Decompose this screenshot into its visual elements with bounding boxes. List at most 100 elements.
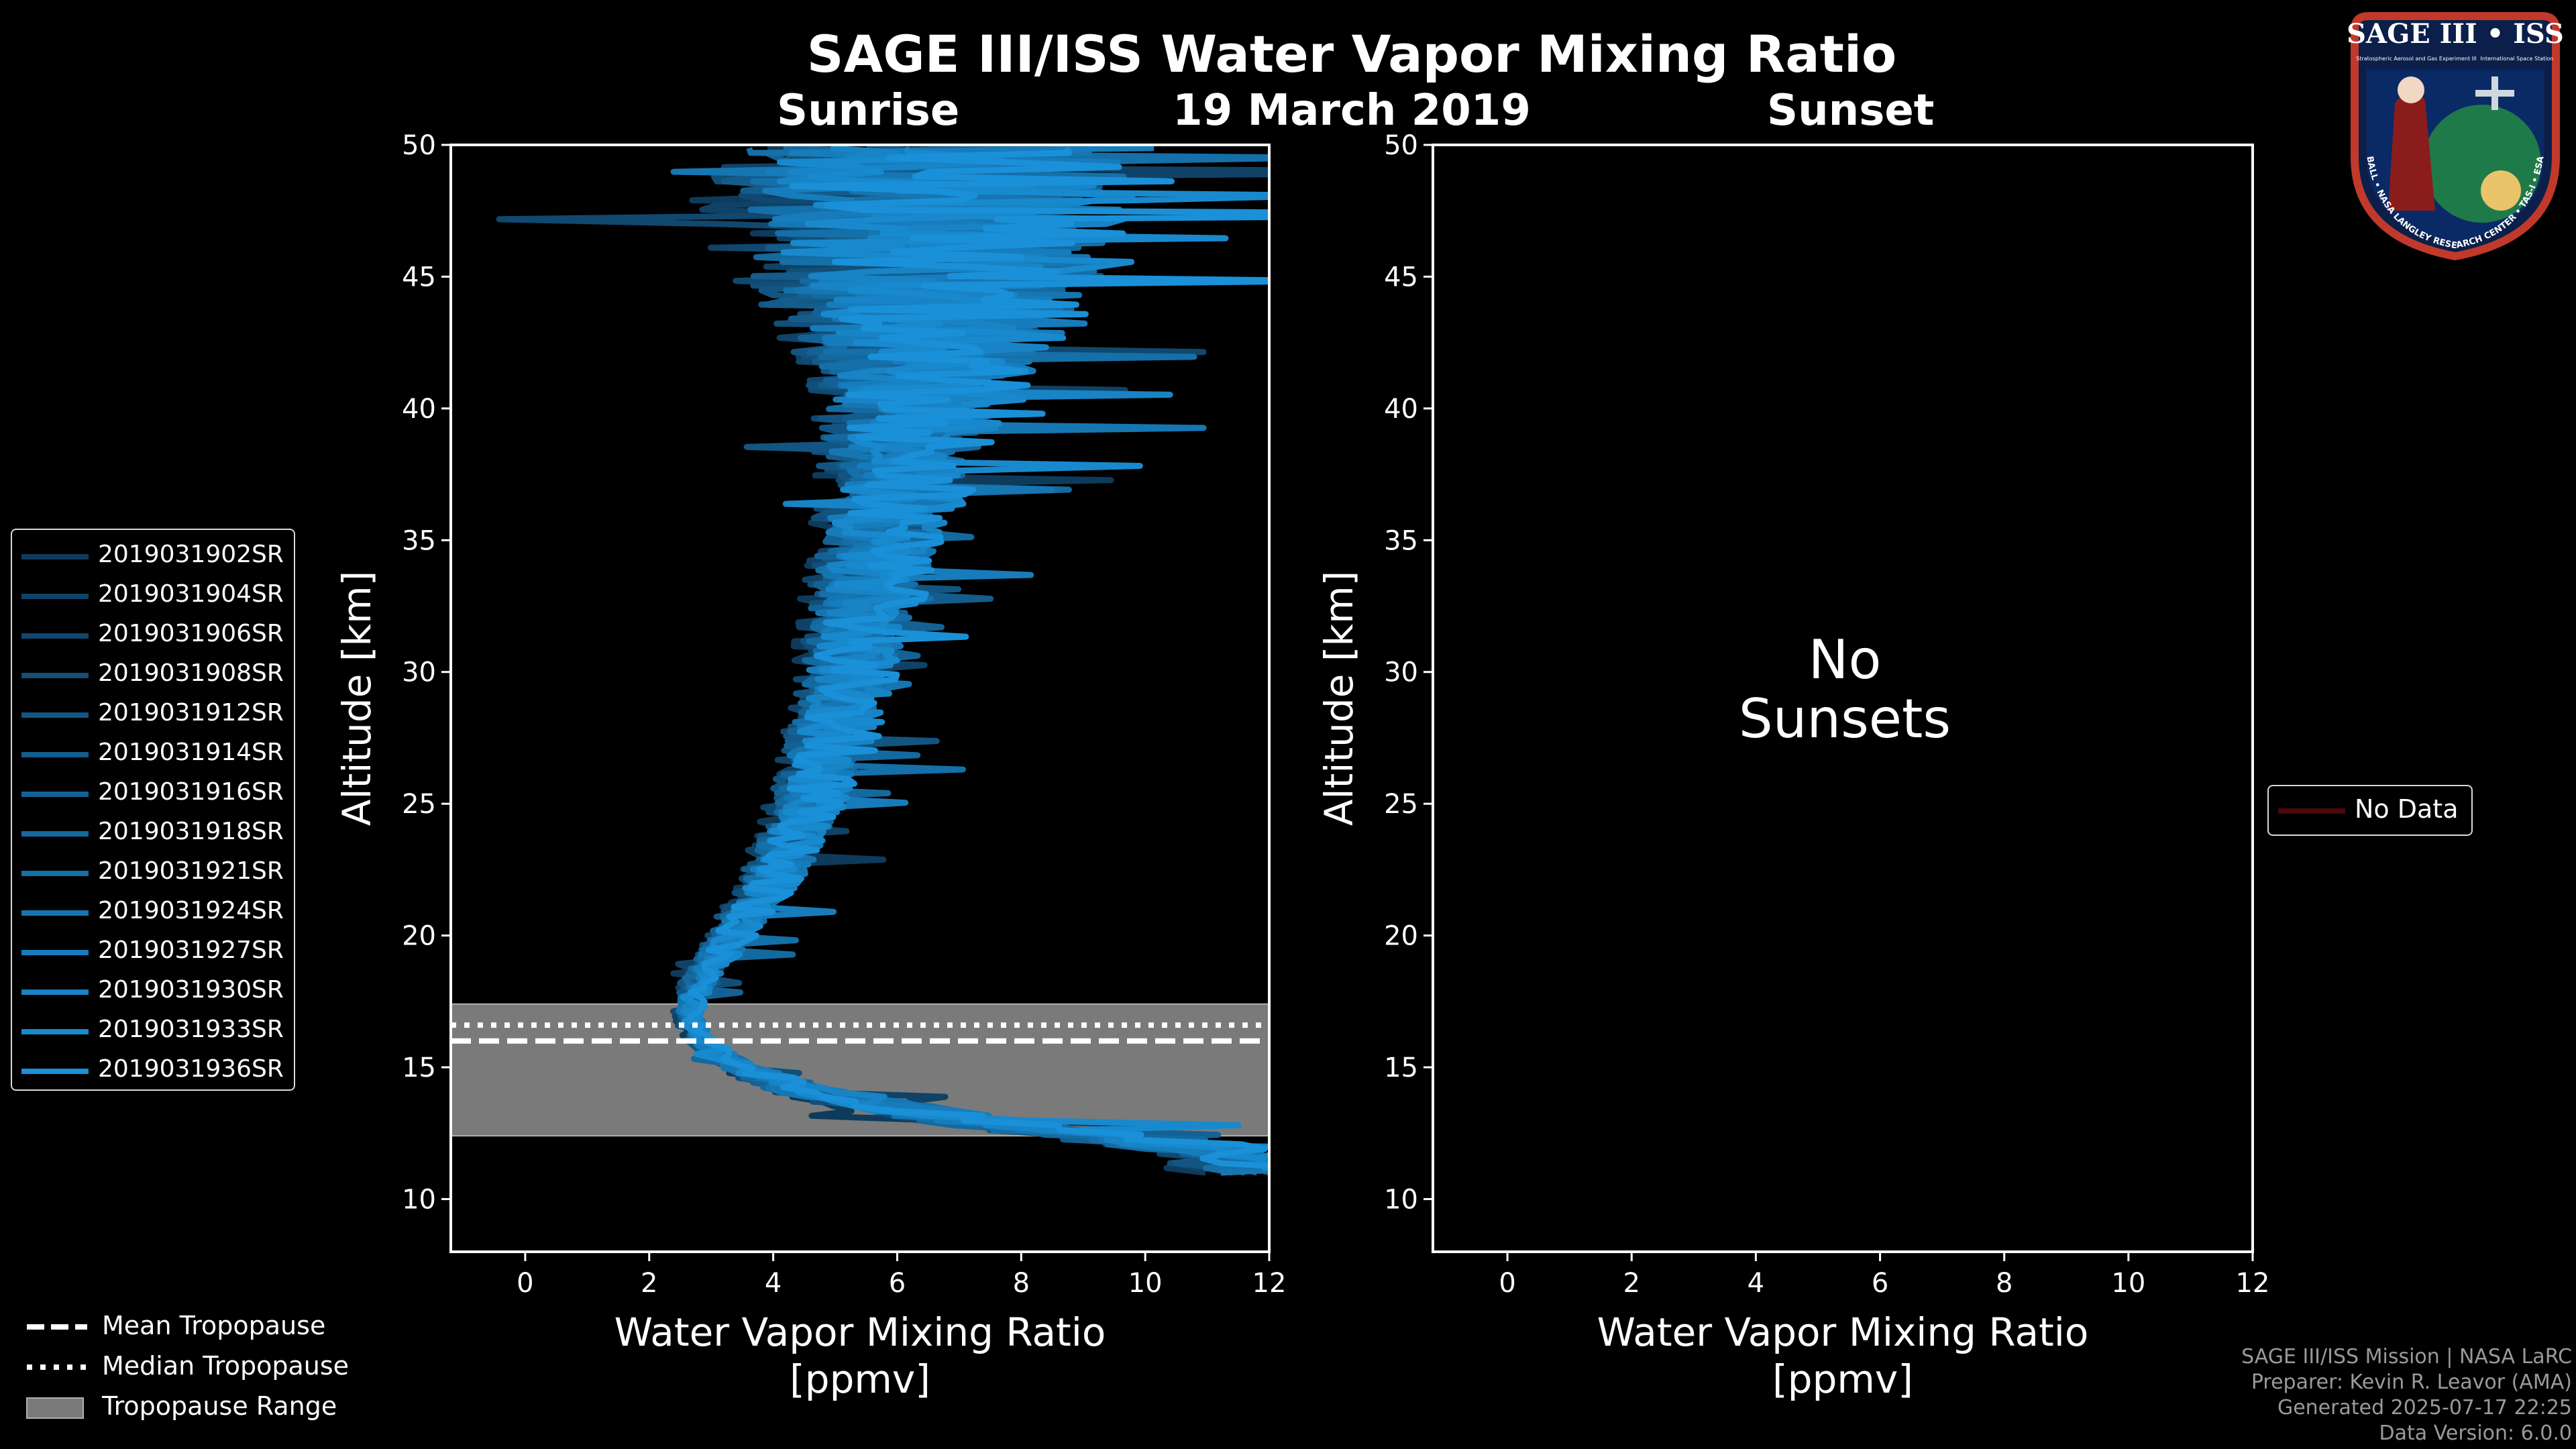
x-tick-label: 10 — [2111, 1268, 2145, 1299]
legend-label: 2019031908SR — [98, 659, 284, 687]
legend-label: 2019031921SR — [98, 857, 284, 885]
legend-swatch — [21, 594, 89, 599]
legend-swatch — [21, 712, 89, 718]
tropopause-legend-swatches — [26, 1324, 87, 1419]
logo-left-caption: Stratospheric Aerosol and Gas Experiment… — [2356, 56, 2476, 62]
y-tick-label: 10 — [1384, 1184, 1418, 1215]
sunrise-chart: 0 2 4 6 8 10 12 10 15 20 25 30 35 40 45 50 Water Vapor M… — [334, 130, 1287, 1402]
sunset-axes-frame — [1432, 144, 2254, 1253]
logo-figure-head — [2398, 76, 2424, 103]
y-tick-label: 25 — [402, 789, 436, 820]
y-axis-label: Altitude [km] — [334, 571, 380, 826]
legend-label: 2019031918SR — [98, 818, 284, 845]
figure-date: 19 March 2019 — [1173, 86, 1531, 136]
legend-label: 2019031927SR — [98, 936, 284, 964]
legend-label: 2019031904SR — [98, 580, 284, 608]
y-tick-label: 40 — [1384, 394, 1418, 425]
no-sunsets-line2: Sunsets — [1738, 688, 1951, 750]
x-tick-label: 0 — [517, 1268, 533, 1299]
x-tick-label: 4 — [1748, 1268, 1764, 1299]
legend-swatch — [21, 752, 89, 757]
legend-label: 2019031924SR — [98, 897, 284, 924]
x-tick-label: 8 — [1013, 1268, 1030, 1299]
legend-swatch — [21, 554, 89, 559]
legend-label: 2019031902SR — [98, 541, 284, 568]
legend-swatch — [21, 910, 89, 916]
legend-label: 2019031914SR — [98, 739, 284, 766]
sunset-legend: No Data — [2267, 785, 2473, 836]
x-axis-label: [ppmv] — [1772, 1356, 1913, 1402]
no-sunsets-message: No Sunsets — [1644, 631, 2046, 749]
tropopause-range-label: Tropopause Range — [102, 1391, 337, 1421]
figure-footer: SAGE III/ISS Mission | NASA LaRC Prepare… — [2241, 1344, 2572, 1446]
x-tick-label: 12 — [2236, 1268, 2270, 1299]
y-tick-label: 50 — [402, 130, 436, 161]
logo-figure-icon — [2388, 92, 2435, 211]
y-tick-label: 10 — [402, 1184, 436, 1215]
y-tick-label: 30 — [402, 657, 436, 688]
x-tick-label: 10 — [1128, 1268, 1163, 1299]
legend-label: 2019031936SR — [98, 1055, 284, 1083]
x-tick-label: 0 — [1499, 1268, 1515, 1299]
footer-mission: SAGE III/ISS Mission | NASA LaRC — [2241, 1345, 2572, 1368]
y-tick-label: 15 — [1384, 1053, 1418, 1083]
legend-swatch — [21, 673, 89, 678]
profile-line-2019031924SR — [670, 145, 1269, 1176]
y-tick-label: 25 — [1384, 789, 1418, 820]
y-tick-label: 20 — [402, 921, 436, 952]
y-tick-label: 35 — [402, 525, 436, 556]
no-data-swatch — [2278, 808, 2345, 814]
legend-swatch — [21, 871, 89, 876]
x-axis-label: [ppmv] — [790, 1356, 930, 1402]
legend-swatch — [21, 950, 89, 955]
y-tick-label: 30 — [1384, 657, 1418, 688]
x-axis-label: Water Vapor Mixing Ratio — [1597, 1309, 2089, 1355]
y-tick-label: 40 — [402, 394, 436, 425]
sunrise-events-legend: 2019031902SR 2019031904SR 2019031906SR 2019… — [11, 529, 295, 1091]
legend-swatch — [21, 792, 89, 797]
x-tick-label: 6 — [889, 1268, 906, 1299]
no-sunsets-line1: No — [1808, 629, 1882, 691]
legend-swatch — [21, 633, 89, 639]
legend-swatch — [21, 989, 89, 995]
footer-preparer: Preparer: Kevin R. Leavor (AMA) — [2251, 1371, 2572, 1394]
sunrise-data-layer — [451, 145, 1269, 1176]
x-tick-label: 12 — [1252, 1268, 1287, 1299]
legend-swatch — [21, 1069, 89, 1074]
y-tick-label: 35 — [1384, 525, 1418, 556]
footer-generated: Generated 2025-07-17 22:25 — [2277, 1396, 2572, 1419]
sunrise-panel-title: Sunrise — [777, 86, 960, 136]
logo-station-truss — [2491, 76, 2498, 110]
x-axis-label: Water Vapor Mixing Ratio — [614, 1309, 1106, 1355]
legend-swatch — [21, 831, 89, 837]
x-tick-label: 2 — [1623, 1268, 1640, 1299]
tropopause-range-swatch — [26, 1397, 84, 1419]
no-data-label: No Data — [2355, 794, 2459, 824]
y-tick-label: 45 — [402, 262, 436, 292]
legend-label: 2019031912SR — [98, 699, 284, 727]
logo-title: SAGE III • ISS — [2347, 18, 2564, 50]
y-tick-label: 15 — [402, 1053, 436, 1083]
figure-title: SAGE III/ISS Water Vapor Mixing Ratio — [806, 24, 1897, 84]
x-tick-label: 8 — [1996, 1268, 2012, 1299]
footer-version: Data Version: 6.0.0 — [2379, 1421, 2572, 1445]
y-tick-label: 20 — [1384, 921, 1418, 952]
y-axis-label: Altitude [km] — [1316, 571, 1362, 826]
plot-background — [1433, 145, 2253, 1252]
sage-iii-iss-mission-logo: SAGE III • ISS Stratospheric Aerosol and… — [2347, 12, 2564, 261]
logo-sun-icon — [2481, 170, 2521, 211]
sunset-panel-title: Sunset — [1767, 86, 1935, 136]
sunset-chart: 0 2 4 6 8 10 12 10 15 20 25 30 35 40 45 50 Water Vapor M… — [1316, 130, 2269, 1402]
x-tick-label: 6 — [1872, 1268, 1888, 1299]
y-tick-label: 45 — [1384, 262, 1418, 292]
x-tick-label: 4 — [765, 1268, 782, 1299]
legend-label: 2019031930SR — [98, 976, 284, 1004]
legend-label: 2019031916SR — [98, 778, 284, 806]
y-tick-label: 50 — [1384, 130, 1418, 161]
legend-swatch — [21, 1029, 89, 1034]
x-tick-label: 2 — [641, 1268, 657, 1299]
sunrise-axes-frame — [449, 144, 1271, 1253]
mean-tropopause-label: Mean Tropopause — [102, 1311, 326, 1340]
